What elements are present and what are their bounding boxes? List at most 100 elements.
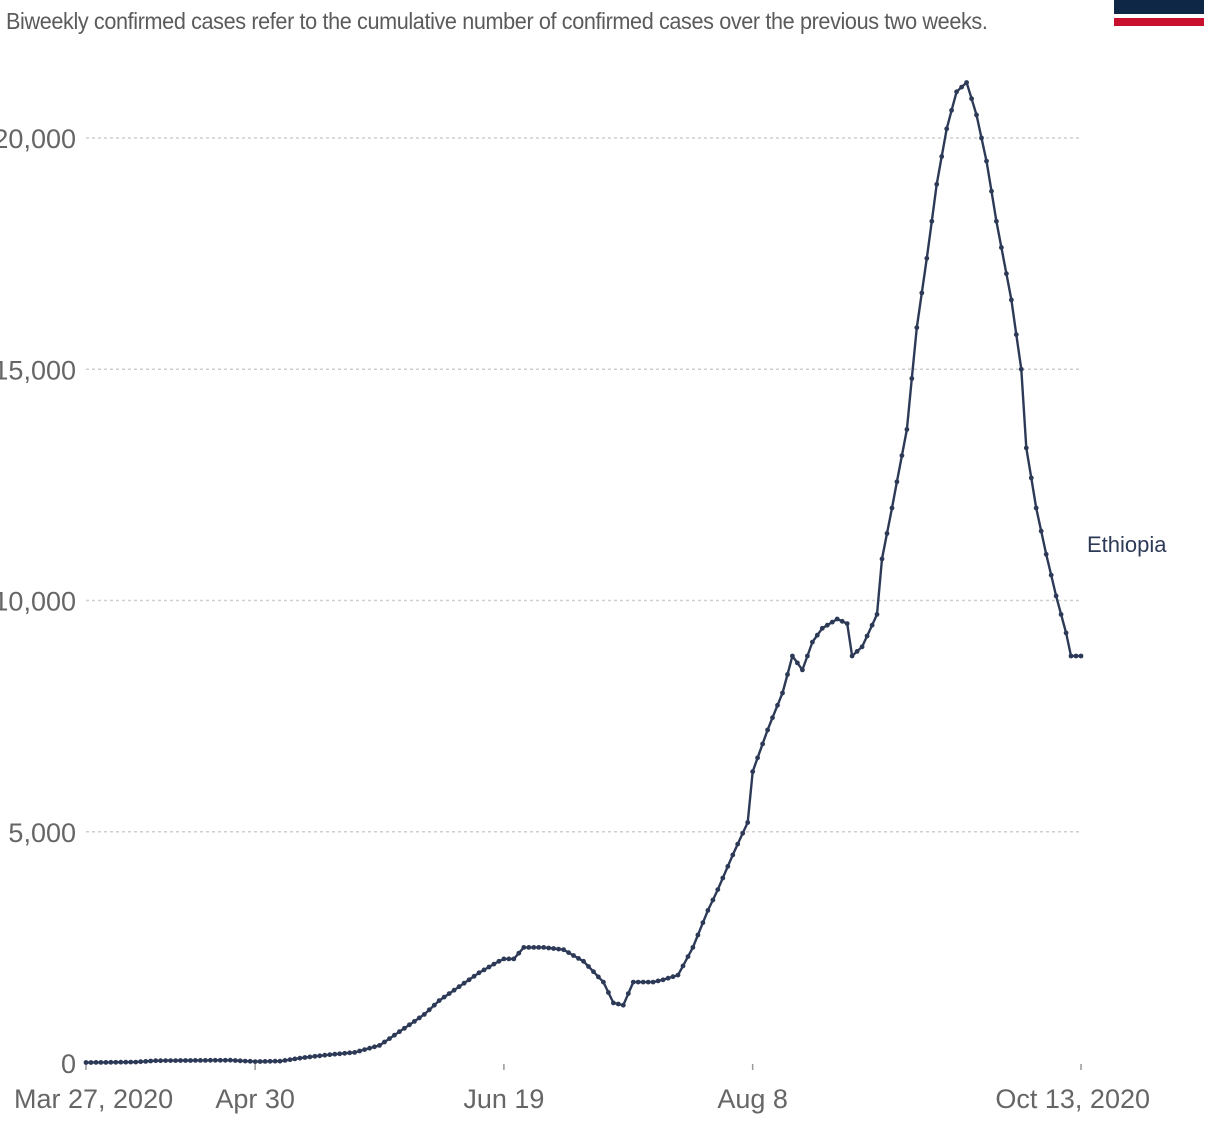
data-point [113,1059,119,1065]
data-point [635,979,641,985]
data-point [327,1052,333,1058]
data-point [123,1059,129,1065]
data-point [924,255,930,261]
data-point [232,1058,238,1063]
data-point [412,1019,417,1024]
data-point [491,961,497,967]
data-point [655,978,661,984]
data-point [834,616,840,622]
data-point [476,970,482,976]
x-tick-label: Oct 13, 2020 [995,1084,1150,1114]
data-point [98,1060,104,1065]
data-point [879,556,885,562]
data-point [322,1052,328,1058]
data-point [143,1059,149,1064]
data-point [163,1058,169,1063]
data-point [541,945,547,950]
y-tick-label: 0 [61,1049,76,1079]
data-point [546,945,552,951]
data-point [212,1057,218,1063]
series-layer: Ethiopia [83,80,1167,1065]
data-point [516,950,522,956]
data-point [750,769,756,774]
data-point [148,1058,154,1064]
data-point [984,158,989,164]
data-point [735,841,741,847]
data-point [705,908,711,913]
series-line [84,81,1083,1064]
data-point [397,1029,402,1035]
data-point [780,690,785,696]
data-point [755,755,760,761]
data-point [606,990,611,995]
data-point [252,1059,258,1064]
data-point [108,1059,114,1065]
data-point [277,1058,283,1064]
data-point [83,1060,89,1065]
data-point [1078,653,1084,659]
data-point [625,991,631,996]
data-point [526,945,532,950]
data-point [1063,630,1069,636]
data-point [904,427,910,432]
data-point [1043,551,1049,557]
data-point [382,1039,387,1045]
data-point [188,1058,193,1063]
data-point [1048,572,1054,578]
data-point [790,653,795,659]
data-point [685,954,691,959]
data-point [650,979,656,985]
data-point [810,639,815,645]
data-point [919,290,925,296]
data-point [884,531,890,536]
data-point [760,741,765,747]
data-point [844,621,850,626]
data-point [312,1053,318,1059]
data-point [819,625,825,631]
data-point [939,154,945,159]
data-point [1073,653,1079,659]
data-point [521,945,527,950]
data-point [392,1032,397,1038]
data-point [800,667,805,673]
data-point [302,1055,308,1060]
data-point [168,1058,174,1063]
y-tick-label: 20,000 [0,124,76,154]
data-point [511,956,517,962]
data-point [217,1057,223,1063]
data-point [586,964,591,969]
data-point [581,958,586,964]
data-point [994,218,999,224]
data-point [506,956,512,962]
data-point [262,1059,268,1064]
data-point [645,979,651,985]
data-point [894,479,900,485]
data-point [999,245,1004,250]
data-point [740,830,746,836]
data-point [362,1047,367,1052]
data-point [839,618,845,624]
y-tick-label: 5,000 [8,818,76,848]
data-point [173,1058,179,1063]
data-point [1033,505,1039,511]
data-point [695,932,701,938]
data-point [158,1058,164,1064]
data-point [805,653,810,659]
data-point [934,181,940,187]
data-point [193,1058,198,1063]
data-point [914,325,920,330]
data-point [670,974,676,980]
data-point [795,660,800,666]
data-point [88,1060,94,1065]
data-point [785,672,790,677]
data-point [949,107,954,113]
data-point [1009,297,1014,303]
data-point [337,1051,343,1057]
data-point [824,622,830,628]
data-point [402,1025,407,1031]
y-tick-label: 10,000 [0,587,76,617]
data-point [829,619,835,625]
y-axis-ticks: 0 5,000 10,000 15,000 20,000 [0,124,76,1079]
x-tick-label: Apr 30 [215,1084,295,1114]
data-point [869,622,875,628]
